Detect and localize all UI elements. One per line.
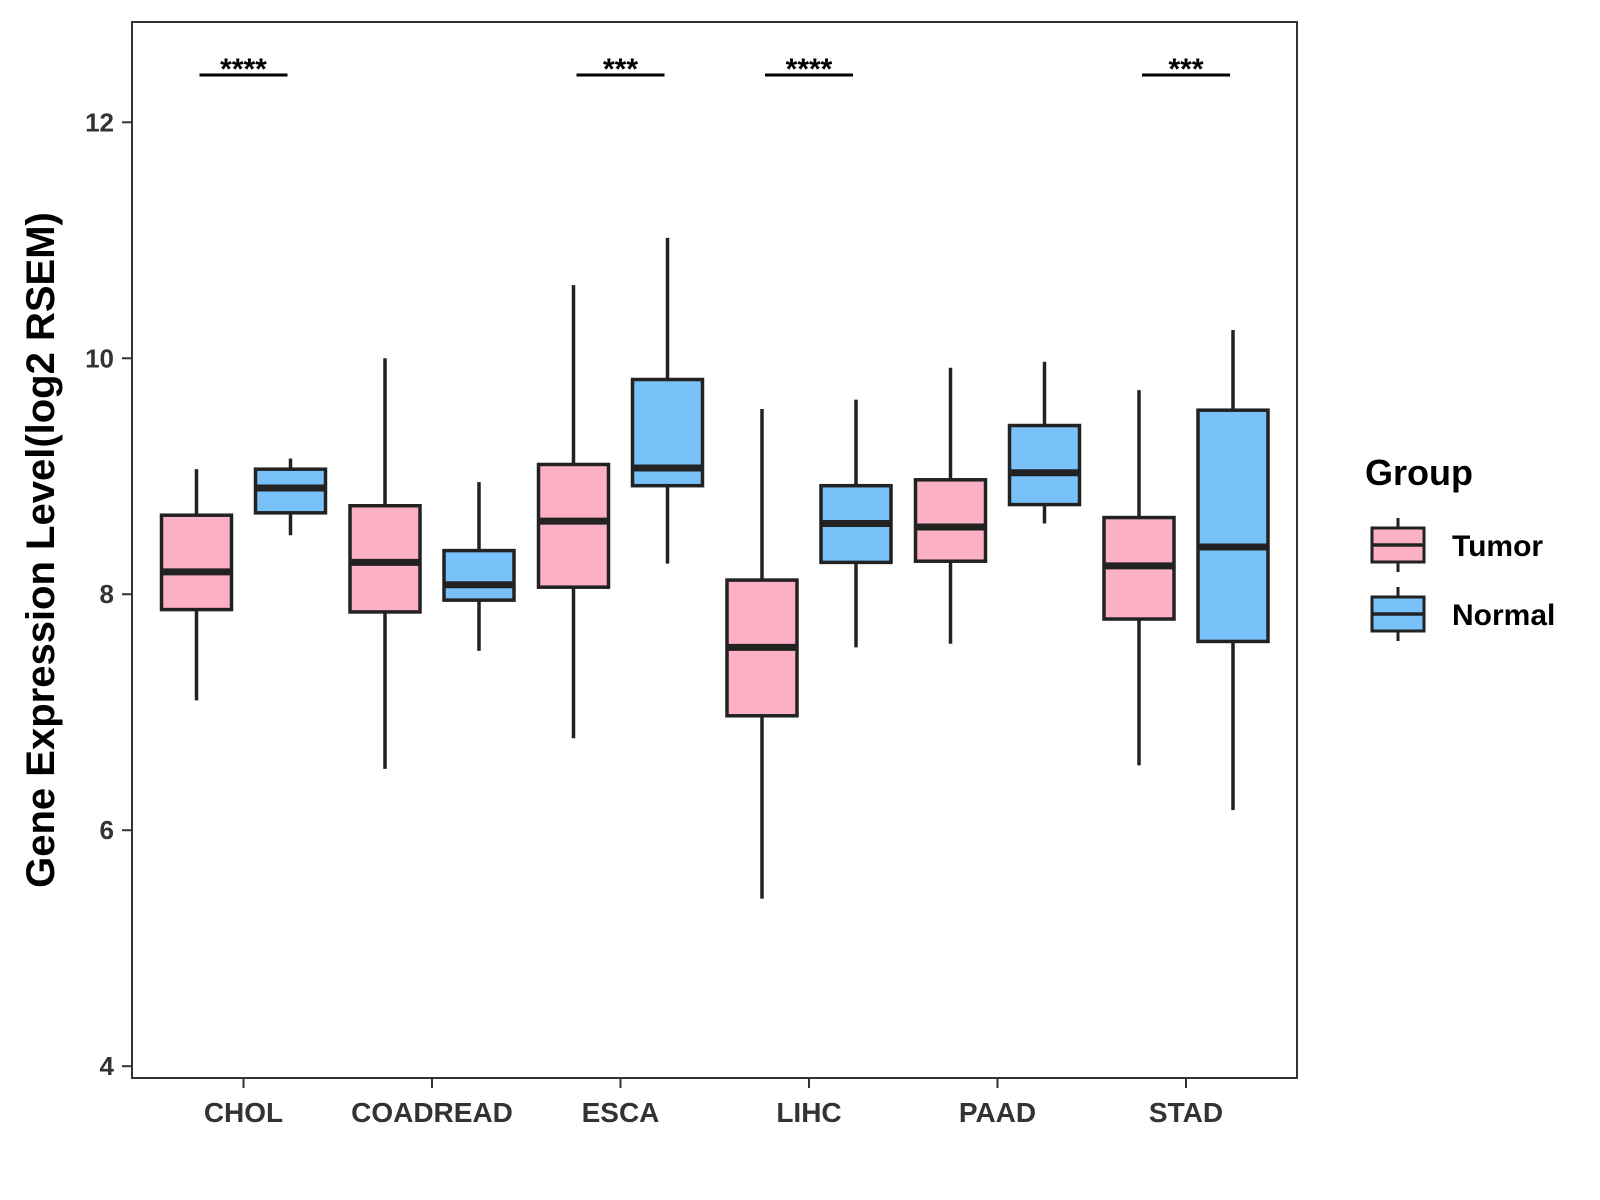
x-tick-label: ESCA — [582, 1097, 660, 1128]
legend-key — [1370, 587, 1426, 641]
x-axis: CHOL COADREAD ESCA LIHC PAAD STAD — [204, 1078, 1223, 1128]
legend-item-normal: Normal — [1370, 587, 1555, 641]
iqr-box — [1196, 408, 1270, 644]
plot-marks: **** *** **** *** — [159, 53, 1270, 899]
y-tick-label: 12 — [85, 107, 114, 137]
significance-label: *** — [1168, 53, 1203, 86]
legend: Group Tumor Normal — [1365, 452, 1555, 641]
significance-lihc: **** — [765, 53, 853, 86]
legend-key — [1370, 518, 1426, 572]
y-tick-label: 6 — [100, 815, 114, 845]
box-normal-coadread — [442, 482, 516, 651]
box-tumor-chol — [159, 469, 234, 701]
x-tick-label: COADREAD — [351, 1097, 513, 1128]
iqr-box — [1007, 423, 1082, 507]
x-tick-label: LIHC — [776, 1097, 841, 1128]
significance-label: *** — [603, 53, 638, 86]
box-normal-esca — [630, 237, 705, 564]
box-tumor-stad — [1102, 390, 1176, 766]
box-normal-chol — [253, 458, 328, 536]
box-normal-paad — [1007, 361, 1082, 524]
x-tick-label: CHOL — [204, 1097, 283, 1128]
x-tick-label: PAAD — [959, 1097, 1036, 1128]
box-normal-stad — [1196, 329, 1270, 811]
box-tumor-lihc — [725, 409, 799, 899]
iqr-box — [913, 478, 988, 563]
legend-title: Group — [1365, 452, 1473, 493]
box-tumor-paad — [913, 367, 988, 644]
iqr-box — [159, 513, 234, 612]
box-tumor-coadread — [348, 358, 422, 769]
legend-label: Tumor — [1452, 530, 1543, 563]
legend-item-tumor: Tumor — [1370, 518, 1543, 572]
y-tick-label: 8 — [100, 579, 114, 609]
y-tick-label: 4 — [100, 1051, 115, 1081]
significance-chol: **** — [199, 53, 288, 86]
box-normal-lihc — [819, 399, 893, 648]
significance-label: **** — [786, 53, 833, 86]
significance-esca: *** — [576, 53, 665, 86]
legend-label: Normal — [1452, 599, 1555, 632]
x-tick-label: STAD — [1149, 1097, 1223, 1128]
iqr-box — [348, 504, 422, 614]
iqr-box — [536, 462, 611, 589]
significance-label: **** — [220, 53, 267, 86]
box-tumor-esca — [536, 285, 611, 739]
significance-stad: *** — [1142, 53, 1230, 86]
iqr-box — [442, 548, 516, 602]
plot-panel-border — [131, 21, 1298, 1079]
y-axis-title: Gene Expression Level(log2 RSEM) — [19, 212, 63, 888]
y-tick-label: 10 — [85, 343, 114, 373]
y-axis: 4 6 8 10 12 — [85, 107, 132, 1081]
